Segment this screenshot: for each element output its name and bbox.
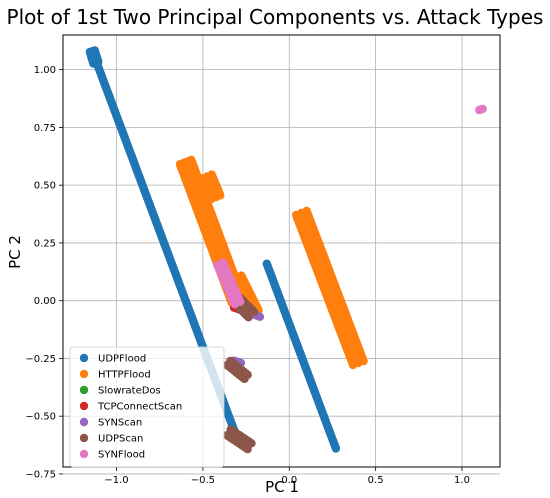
legend-label: HTTPFlood xyxy=(98,370,151,381)
y-tick-label: 0.00 xyxy=(34,296,56,307)
legend-box xyxy=(69,346,225,468)
x-tick-label: 0.5 xyxy=(368,475,384,486)
plot-frame xyxy=(62,34,501,468)
legend-marker xyxy=(79,369,89,379)
legend-label: UDPFlood xyxy=(98,354,146,365)
legend-marker xyxy=(79,385,89,395)
legend-marker xyxy=(79,449,89,459)
udpflood-point xyxy=(331,444,341,453)
y-axis-label: PC 2 xyxy=(6,235,24,269)
legend-marker xyxy=(79,433,89,443)
legend-label: SYNScan xyxy=(98,418,142,429)
legend-marker xyxy=(79,353,89,363)
legend-label: TCPConnectScan xyxy=(97,402,182,413)
legend: UDPFlood HTTPFlood SlowrateDos TCPConnectSc… xyxy=(69,346,225,468)
synflood-point xyxy=(478,104,487,114)
plot-points xyxy=(85,46,487,454)
httpflood-point xyxy=(198,198,207,207)
legend-label: UDPScan xyxy=(98,434,143,445)
axis-ticks: −1.0 −0.5 0.0 0.5 1.0 −0.75 −0.50 −0.25 0.00 0.25… xyxy=(25,65,470,486)
y-tick-label: 0.25 xyxy=(34,238,56,249)
httpflood-point xyxy=(348,360,358,370)
legend-label: SlowrateDos xyxy=(98,386,161,397)
y-tick-label: −0.50 xyxy=(25,412,56,423)
y-tick-label: −0.75 xyxy=(25,469,56,480)
y-tick-label: 0.75 xyxy=(34,123,56,134)
x-tick-label: −1.0 xyxy=(104,475,128,486)
udpscan-point xyxy=(244,313,253,322)
udpscan-point xyxy=(240,374,249,384)
x-axis-label: PC 1 xyxy=(265,478,299,496)
legend-label: SYNFlood xyxy=(98,450,145,461)
chart-title: Plot of 1st Two Principal Components vs.… xyxy=(7,5,544,29)
legend-marker xyxy=(79,417,89,427)
synflood-point xyxy=(230,300,239,309)
x-tick-label: 0.0 xyxy=(281,475,297,486)
udpscan-point xyxy=(249,307,259,316)
legend-marker xyxy=(79,401,89,411)
x-tick-label: −0.5 xyxy=(191,475,215,486)
y-tick-label: 0.50 xyxy=(34,181,56,192)
y-tick-label: 1.00 xyxy=(34,65,56,76)
synscan-point xyxy=(255,312,265,321)
udpscan-point xyxy=(243,444,252,454)
y-tick-label: −0.25 xyxy=(25,354,56,365)
grid xyxy=(63,35,500,475)
udpflood-point xyxy=(89,59,98,68)
x-tick-label: 1.0 xyxy=(454,475,470,486)
